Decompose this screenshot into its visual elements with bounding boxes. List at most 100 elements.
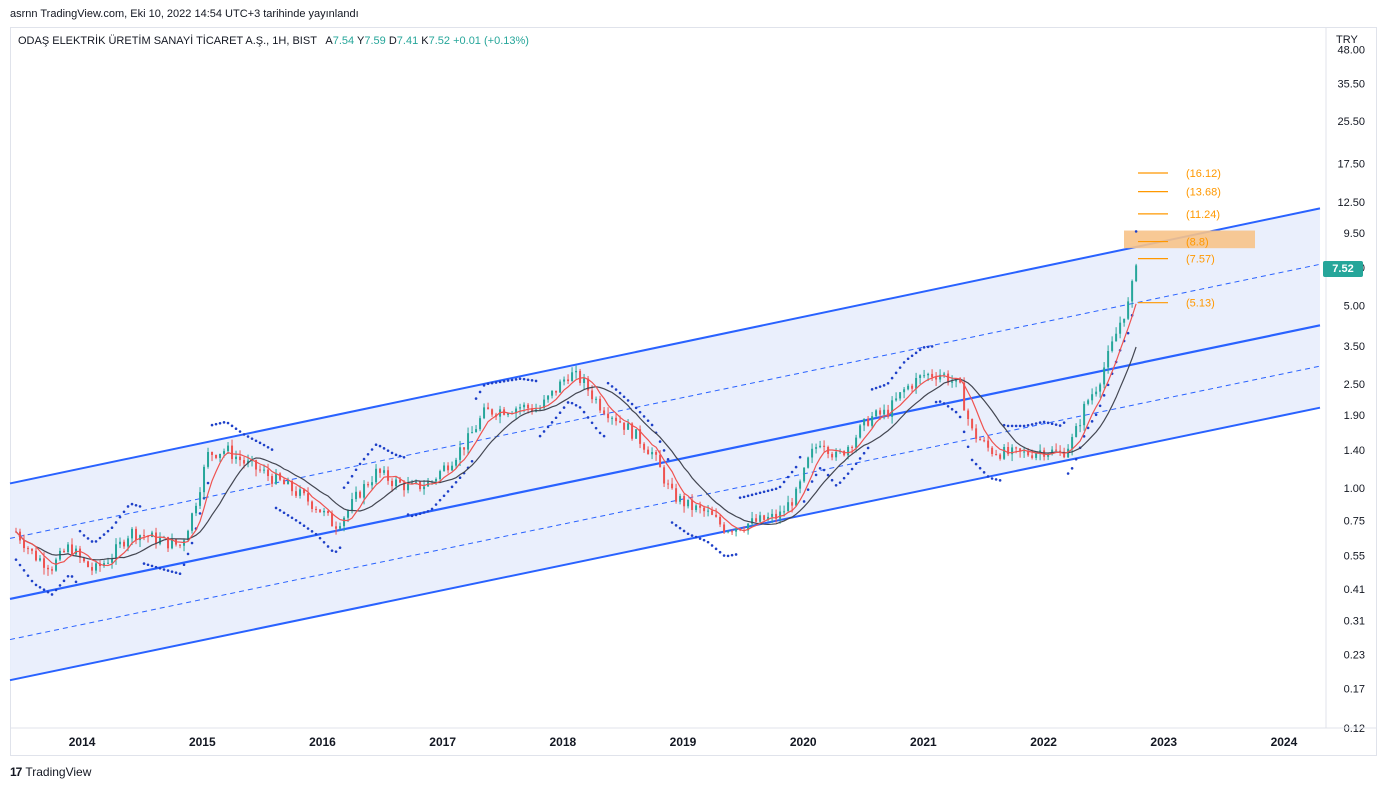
- sar-dot: [362, 457, 366, 461]
- candle-body: [523, 404, 526, 408]
- fib-level-label: (16.12): [1186, 168, 1221, 180]
- time-tick-label: 2021: [910, 735, 937, 749]
- price-axis: 48.0035.5025.5017.5012.509.507.005.003.5…: [1325, 28, 1365, 735]
- candle-body: [603, 410, 606, 414]
- candle-body: [987, 440, 990, 448]
- candle-body: [855, 437, 858, 448]
- candle-body: [239, 456, 242, 461]
- candle-body: [315, 508, 318, 510]
- sar-dot: [650, 423, 654, 427]
- sar-dot: [418, 512, 422, 516]
- candle-body: [23, 540, 26, 549]
- candle-body: [379, 468, 382, 473]
- candle-body: [515, 408, 518, 414]
- candle-body: [455, 459, 458, 466]
- candle-body: [547, 395, 550, 400]
- candle-body: [863, 418, 866, 426]
- sar-dot: [978, 466, 982, 470]
- sar-dot: [970, 458, 974, 462]
- sar-dot: [178, 572, 182, 575]
- candle-body: [715, 514, 718, 517]
- sar-dot: [1014, 424, 1018, 428]
- sar-dot: [210, 423, 214, 427]
- sar-dot: [378, 444, 382, 448]
- candle-body: [399, 479, 402, 483]
- candle-body: [403, 482, 406, 491]
- sar-dot: [570, 401, 574, 405]
- candle-body: [759, 515, 762, 522]
- candle-body: [939, 374, 942, 380]
- sar-dot: [310, 530, 314, 533]
- sar-dot: [586, 416, 590, 419]
- sar-dot: [130, 502, 134, 506]
- sar-dot: [806, 488, 810, 491]
- candle-body: [591, 390, 594, 400]
- candle-body: [227, 445, 230, 452]
- high-value: 7.59: [364, 35, 386, 47]
- candle-body: [1003, 447, 1006, 459]
- sar-dot: [870, 388, 874, 391]
- time-tick-label: 2016: [309, 735, 336, 749]
- sar-dot: [170, 570, 174, 573]
- sar-dot: [258, 441, 262, 445]
- candle-body: [139, 535, 142, 541]
- sar-dot: [746, 494, 750, 498]
- candle-body: [103, 563, 106, 567]
- candle-body: [567, 379, 570, 382]
- sar-dot: [498, 380, 502, 384]
- candle-body: [279, 473, 282, 480]
- sar-dot: [766, 489, 770, 493]
- footer-brand[interactable]: 17 TradingView: [10, 765, 91, 779]
- candle-body: [735, 528, 738, 532]
- price-tick-label: 0.31: [1344, 616, 1365, 628]
- candle-body: [343, 517, 346, 527]
- candle-body: [723, 524, 726, 533]
- sar-dot: [486, 382, 490, 386]
- candle-body: [687, 499, 690, 507]
- sar-dot: [774, 487, 778, 491]
- sar-dot: [322, 541, 326, 544]
- candle-body: [923, 375, 926, 377]
- sar-dot: [742, 495, 746, 499]
- sar-dot: [350, 474, 354, 478]
- candle-body: [795, 488, 798, 506]
- sar-dot: [46, 590, 50, 594]
- sar-dot: [174, 571, 178, 574]
- candle-body: [655, 452, 658, 455]
- candle-body: [111, 558, 114, 563]
- candle-body: [935, 377, 938, 380]
- candle-body: [195, 505, 198, 514]
- sar-dot: [142, 562, 146, 565]
- sar-dot: [422, 511, 426, 514]
- candle-body: [963, 382, 966, 411]
- candle-body: [671, 483, 674, 489]
- sar-dot: [534, 379, 538, 383]
- candle-body: [303, 489, 306, 494]
- sar-dot: [822, 468, 826, 472]
- sar-dot: [618, 391, 622, 395]
- sar-dot: [306, 527, 310, 530]
- candle-body: [1135, 265, 1138, 282]
- sar-dot: [262, 443, 266, 447]
- candle-body: [1047, 454, 1050, 457]
- sar-dot: [38, 585, 42, 589]
- sar-dot: [134, 503, 138, 507]
- sar-dot: [78, 529, 82, 533]
- sar-dot: [226, 421, 230, 425]
- candle-body: [171, 539, 174, 549]
- sar-dot: [398, 454, 402, 458]
- candle-body: [615, 417, 618, 422]
- sar-dot: [546, 425, 550, 429]
- price-tick-label: 9.50: [1344, 228, 1365, 240]
- sar-dot: [442, 494, 446, 498]
- sar-dot: [98, 536, 102, 540]
- sar-dot: [886, 381, 890, 385]
- sar-dot: [902, 361, 906, 364]
- chart-frame[interactable]: [10, 27, 1377, 756]
- sar-dot: [966, 445, 970, 449]
- sar-dot: [1098, 404, 1102, 408]
- sar-dot: [986, 475, 990, 478]
- sar-dot: [446, 490, 450, 493]
- candle-body: [459, 447, 462, 460]
